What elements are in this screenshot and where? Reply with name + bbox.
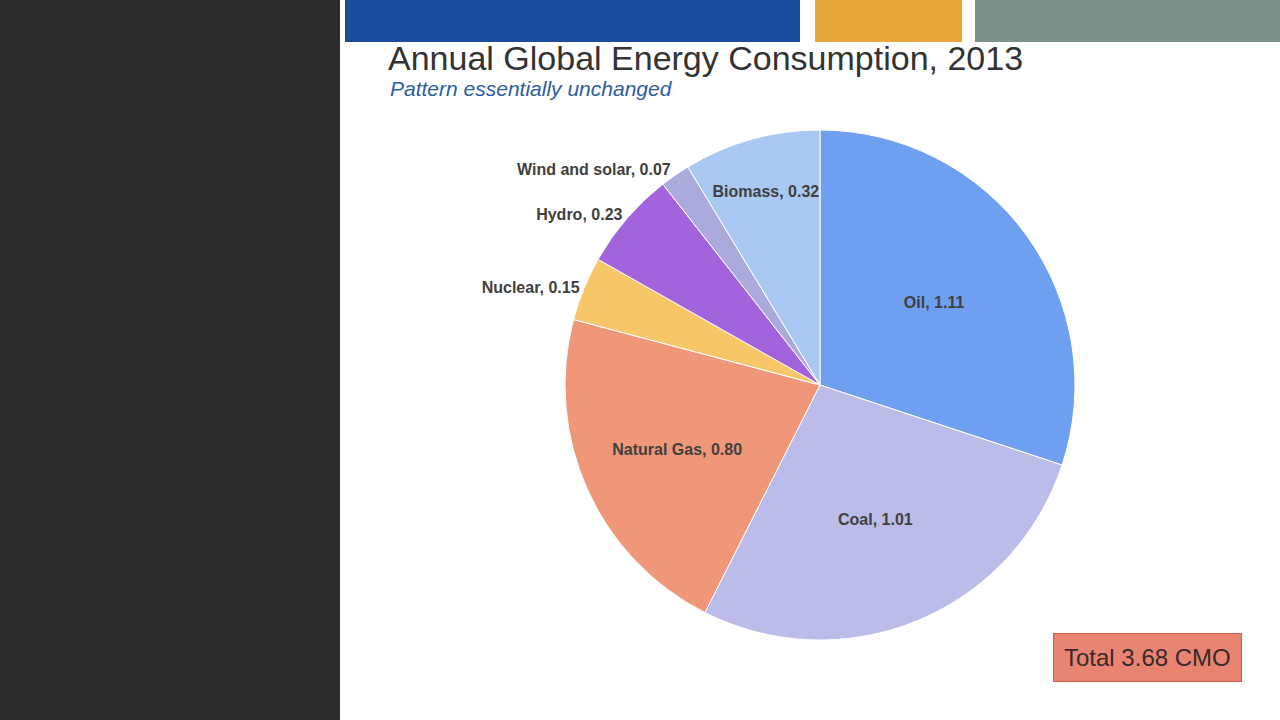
svg-text:Oil, 1.11: Oil, 1.11 <box>904 294 965 311</box>
svg-text:Nuclear, 0.15: Nuclear, 0.15 <box>482 279 580 296</box>
svg-text:Wind and solar, 0.07: Wind and solar, 0.07 <box>517 161 671 178</box>
svg-text:Biomass, 0.32: Biomass, 0.32 <box>713 183 820 200</box>
svg-text:Hydro, 0.23: Hydro, 0.23 <box>536 206 622 223</box>
svg-text:Annual Global Energy Consumpti: Annual Global Energy Consumption, 2013 <box>388 39 1023 77</box>
svg-text:Pattern essentially unchanged: Pattern essentially unchanged <box>390 77 673 100</box>
svg-text:Natural Gas, 0.80: Natural Gas, 0.80 <box>612 441 742 458</box>
svg-text:Total 3.68 CMO: Total 3.68 CMO <box>1064 644 1231 671</box>
svg-text:Coal, 1.01: Coal, 1.01 <box>838 511 913 528</box>
